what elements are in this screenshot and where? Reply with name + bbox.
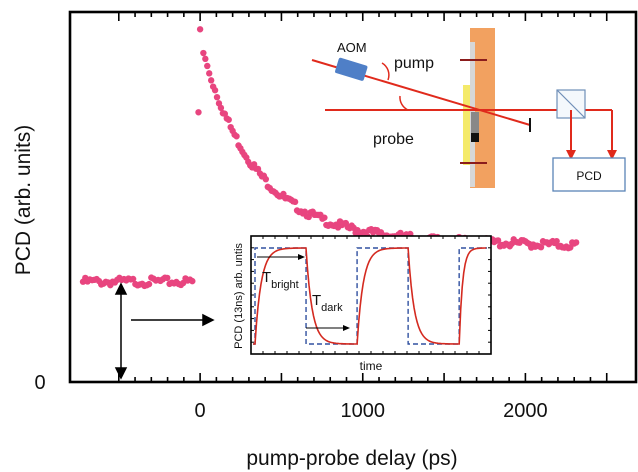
probe-angle-arc <box>399 95 409 111</box>
plot-frame <box>68 10 638 384</box>
inset-ideal-wave <box>253 247 487 345</box>
pcd-box <box>552 157 626 192</box>
y-axis-label: PCD (arb. units) <box>12 125 35 276</box>
data-point <box>221 110 229 117</box>
t-bright-t: T <box>262 269 271 286</box>
pcd-label: PCD <box>576 169 602 183</box>
data-point <box>129 275 137 283</box>
t-dark-arrow-head <box>343 325 350 331</box>
data-point <box>537 243 545 251</box>
data-point <box>262 175 270 183</box>
arrow-head-right <box>202 313 215 327</box>
inset-frame <box>250 235 492 355</box>
sample-element <box>471 112 479 134</box>
arrow-head-up <box>114 282 128 295</box>
t-dark-sub: dark <box>321 302 343 314</box>
detector-element <box>471 133 479 142</box>
inset-chart: time PCD (13ns) arb. untis Tbright Tdark <box>233 235 492 373</box>
inset-ticks <box>251 236 491 354</box>
data-point <box>204 62 211 70</box>
data-point <box>196 26 204 33</box>
sample-plate <box>463 85 471 165</box>
t-dark-t: T <box>312 292 321 309</box>
data-point <box>211 87 219 94</box>
beam-splitter-diagonal <box>556 89 586 119</box>
baseline-arrows <box>114 282 215 380</box>
data-point <box>572 239 580 246</box>
setup-schematic: AOM pump probe PCD <box>311 28 626 192</box>
t-dark-label: Tdark <box>312 292 343 314</box>
data-point <box>291 198 299 206</box>
split-arrow-right <box>607 150 617 160</box>
data-point <box>195 109 202 116</box>
y-tick-label-0: 0 <box>34 372 45 394</box>
data-point <box>189 277 196 285</box>
data-point <box>213 93 221 101</box>
probe-label: probe <box>373 131 414 148</box>
t-bright-label: Tbright <box>262 269 299 291</box>
inset-signal-curve <box>253 247 487 345</box>
data-point <box>206 70 213 77</box>
inset-y-label: PCD (13ns) arb. untis <box>233 243 245 349</box>
inset-x-label: time <box>360 359 383 373</box>
arrow-head-down <box>114 367 128 380</box>
aom-label: AOM <box>337 40 367 55</box>
data-series <box>79 26 580 290</box>
x-axis-label: pump-probe delay (ps) <box>246 447 457 470</box>
x-tick-label: 2000 <box>503 400 548 422</box>
data-point <box>321 214 328 221</box>
data-point <box>200 49 207 57</box>
x-tick-label: 1000 <box>341 400 386 422</box>
data-point <box>202 55 209 63</box>
data-point <box>494 237 502 244</box>
x-axis-ticks <box>117 12 608 382</box>
split-arrow-left <box>566 150 576 160</box>
data-point <box>207 77 215 84</box>
aom-crystal <box>335 57 368 81</box>
pump-angle-arc <box>381 62 390 81</box>
data-point <box>567 244 574 251</box>
x-tick-label: 0 <box>195 400 206 422</box>
data-point <box>217 104 225 112</box>
data-point <box>553 237 560 245</box>
data-point <box>233 133 240 140</box>
data-point <box>225 116 232 123</box>
t-bright-arrow-head <box>298 254 305 260</box>
x-tick-labels: 0 1000 2000 <box>195 400 548 422</box>
data-point <box>164 274 171 282</box>
pump-label: pump <box>394 55 434 72</box>
t-bright-sub: bright <box>271 279 299 291</box>
data-point <box>145 280 153 288</box>
